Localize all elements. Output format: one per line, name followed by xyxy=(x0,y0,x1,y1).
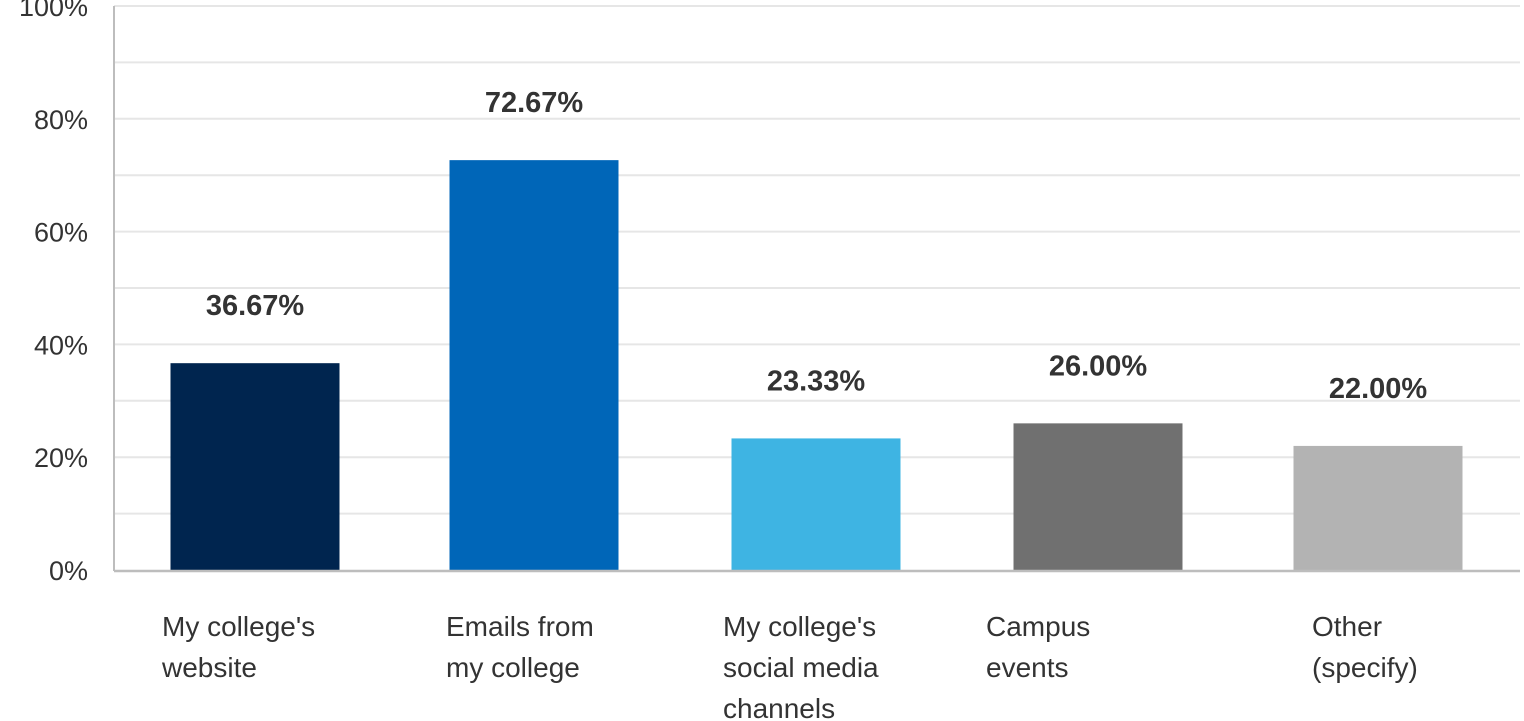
y-tick-label: 60% xyxy=(34,218,88,248)
category-label-line: channels xyxy=(723,693,835,721)
axes xyxy=(113,6,1520,573)
gridlines xyxy=(114,5,1520,515)
y-tick-label: 20% xyxy=(34,443,88,473)
data-label: 36.67% xyxy=(206,290,305,322)
category-label: My college's social media channels xyxy=(723,611,879,721)
data-label: 23.33% xyxy=(767,365,866,397)
data-label: 26.00% xyxy=(1049,350,1148,382)
category-label-line: events xyxy=(986,652,1069,683)
bar xyxy=(731,438,901,570)
bar xyxy=(1013,423,1183,570)
category-label: My college's website xyxy=(161,611,315,683)
bar xyxy=(1293,445,1463,570)
category-label-line: website xyxy=(161,652,257,683)
category-label-line: my college xyxy=(446,652,580,683)
category-labels: My college's website Emails from my college… xyxy=(161,611,1418,721)
category-label: Other (specify) xyxy=(1312,611,1418,683)
bar xyxy=(449,160,619,570)
category-label-line: Emails from xyxy=(446,611,594,642)
y-axis-ticks: 0% 20% 40% 60% 80% 100% xyxy=(19,0,88,586)
category-label-line: Other xyxy=(1312,611,1382,642)
y-tick-label: 40% xyxy=(34,330,88,360)
category-label-line: My college's xyxy=(723,611,876,642)
data-label: 22.00% xyxy=(1329,373,1428,405)
category-label-line: (specify) xyxy=(1312,652,1418,683)
category-label: Campus events xyxy=(986,611,1090,683)
category-label-line: social media xyxy=(723,652,879,683)
category-label-line: Campus xyxy=(986,611,1090,642)
data-labels: 36.67% 72.67% 23.33% 26.00% 22.00% xyxy=(206,87,1428,405)
y-tick-label: 80% xyxy=(34,105,88,135)
bars xyxy=(170,160,1463,570)
y-tick-label: 100% xyxy=(19,0,88,22)
category-label: Emails from my college xyxy=(446,611,594,683)
data-label: 72.67% xyxy=(485,87,584,119)
category-label-line: My college's xyxy=(162,611,315,642)
y-tick-label: 0% xyxy=(49,556,88,586)
bar xyxy=(170,363,340,570)
